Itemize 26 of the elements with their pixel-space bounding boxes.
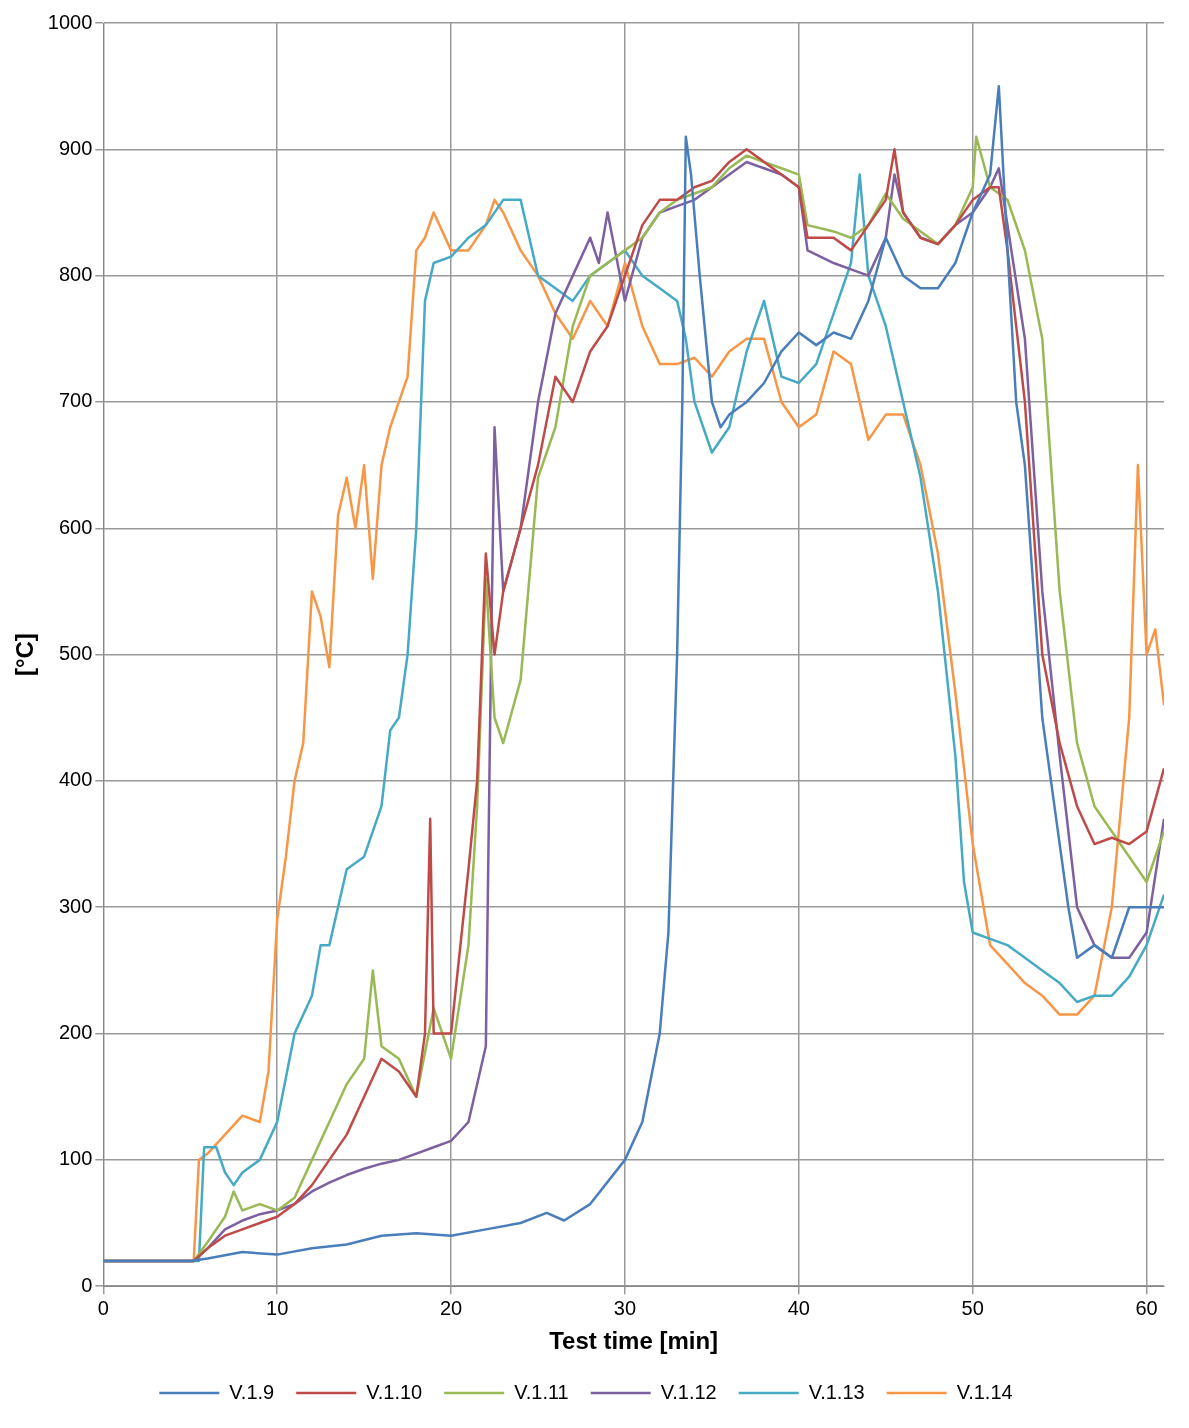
x-tick-label: 50: [961, 1296, 984, 1319]
y-tick-label: 300: [58, 894, 93, 917]
x-tick-label: 10: [266, 1296, 289, 1319]
y-tick-label: 700: [58, 389, 93, 412]
legend-label: V.1.9: [229, 1380, 275, 1403]
legend-label: V.1.12: [660, 1380, 717, 1403]
x-tick-label: 0: [97, 1296, 109, 1319]
x-tick-label: 20: [439, 1296, 463, 1319]
y-tick-label: 1000: [47, 10, 93, 33]
y-tick-label: 200: [58, 1021, 93, 1044]
y-tick-label: 400: [58, 768, 93, 791]
y-tick-label: 100: [58, 1147, 93, 1170]
x-tick-label: 40: [787, 1296, 810, 1319]
x-tick-label: 30: [613, 1296, 637, 1319]
y-axis-title: [°C]: [11, 633, 39, 677]
y-tick-label: 900: [58, 136, 93, 159]
legend-label: V.1.11: [514, 1380, 569, 1403]
y-tick-label: 800: [58, 263, 93, 286]
legend-label: V.1.13: [808, 1380, 865, 1403]
x-axis-title: Test time [min]: [549, 1327, 719, 1355]
legend-label: V.1.10: [366, 1380, 423, 1403]
y-tick-label: 0: [81, 1273, 93, 1296]
x-tick-label: 60: [1135, 1296, 1158, 1319]
y-tick-label: 500: [58, 642, 93, 665]
y-tick-label: 600: [58, 515, 93, 538]
legend-label: V.1.14: [956, 1380, 1013, 1403]
